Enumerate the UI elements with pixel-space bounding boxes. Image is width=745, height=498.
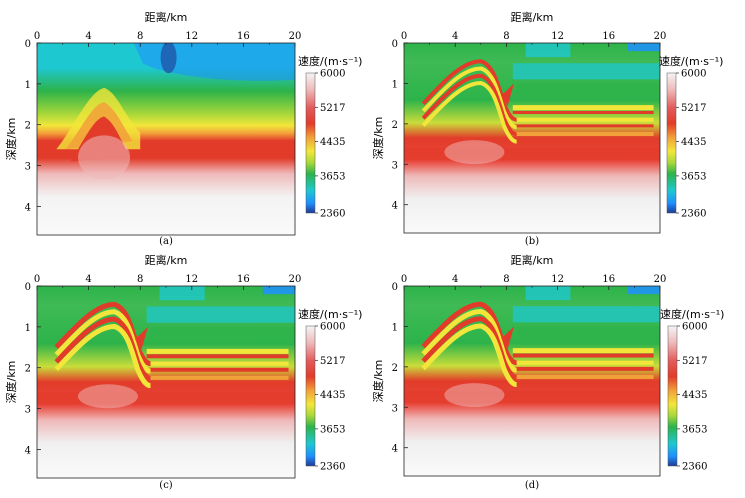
colorbar-tick-label: 2360 bbox=[682, 462, 707, 473]
colorbar-tick-label: 6000 bbox=[320, 69, 345, 80]
colorbar-tick-label: 5217 bbox=[682, 356, 707, 367]
y-tick-label: 1 bbox=[392, 322, 398, 333]
y-tick-label: 3 bbox=[392, 160, 398, 171]
x-tick-label: 8 bbox=[137, 31, 143, 42]
panel-caption: (c) bbox=[159, 480, 173, 491]
y-tick-label: 3 bbox=[25, 162, 31, 173]
x-tick-label: 16 bbox=[237, 274, 250, 285]
x-axis-label: 距离/km bbox=[511, 253, 554, 267]
panel-caption: (d) bbox=[525, 480, 539, 491]
x-axis-label: 距离/km bbox=[511, 10, 554, 24]
x-tick-label: 8 bbox=[137, 274, 143, 285]
x-tick-label: 0 bbox=[34, 31, 40, 42]
y-tick-label: 2 bbox=[25, 121, 31, 132]
y-tick-label: 2 bbox=[25, 364, 31, 375]
y-tick-label: 2 bbox=[392, 120, 398, 131]
colorbar-tick-label: 2360 bbox=[320, 462, 345, 473]
x-tick-label: 4 bbox=[85, 274, 91, 285]
x-tick-label: 20 bbox=[654, 31, 667, 42]
colorbar-tick-label: 2360 bbox=[681, 209, 706, 220]
y-axis-label: 深度/km bbox=[371, 360, 385, 403]
x-tick-label: 20 bbox=[289, 274, 302, 285]
colorbar bbox=[667, 325, 678, 467]
velocity-field bbox=[404, 43, 660, 233]
x-tick-label: 8 bbox=[503, 274, 509, 285]
x-axis-label: 距离/km bbox=[145, 10, 188, 24]
colorbar-title: 速度/(m·s⁻¹) bbox=[298, 307, 362, 321]
velocity-field bbox=[37, 286, 295, 478]
y-tick-label: 4 bbox=[25, 202, 31, 213]
colorbar-tick-label: 4435 bbox=[320, 137, 345, 148]
x-tick-label: 16 bbox=[602, 31, 615, 42]
x-axis-label: 距离/km bbox=[145, 253, 188, 267]
colorbar-tick-label: 5217 bbox=[320, 356, 345, 367]
y-tick-label: 2 bbox=[392, 363, 398, 374]
y-tick-label: 0 bbox=[25, 282, 31, 293]
colorbar bbox=[666, 72, 677, 214]
x-tick-label: 16 bbox=[237, 31, 250, 42]
colorbar-tick-label: 5217 bbox=[320, 103, 345, 114]
y-tick-label: 1 bbox=[25, 80, 31, 91]
y-tick-label: 0 bbox=[25, 39, 31, 50]
x-tick-label: 0 bbox=[401, 274, 407, 285]
y-tick-label: 0 bbox=[392, 39, 398, 50]
y-axis-label: 深度/km bbox=[371, 117, 385, 160]
x-tick-label: 12 bbox=[551, 274, 564, 285]
x-tick-label: 4 bbox=[452, 274, 458, 285]
x-tick-label: 4 bbox=[85, 31, 91, 42]
x-tick-label: 20 bbox=[654, 274, 667, 285]
x-tick-label: 12 bbox=[185, 31, 198, 42]
velocity-field bbox=[404, 286, 660, 476]
x-tick-label: 20 bbox=[289, 31, 302, 42]
y-tick-label: 1 bbox=[25, 323, 31, 334]
colorbar-title: 速度/(m·s⁻¹) bbox=[659, 54, 723, 68]
panel-a: 0 4 8 12 16 20距离/km01234深度/km速度/(m·s⁻¹)600052… bbox=[4, 10, 362, 247]
panel-caption: (a) bbox=[159, 236, 173, 247]
x-tick-label: 4 bbox=[452, 31, 458, 42]
colorbar-tick-label: 4435 bbox=[320, 390, 345, 401]
colorbar-tick-label: 3653 bbox=[682, 424, 707, 435]
colorbar-tick-label: 4435 bbox=[682, 390, 707, 401]
panel-caption: (b) bbox=[525, 236, 539, 247]
y-axis-label: 深度/km bbox=[4, 361, 18, 404]
panel-d: 0 4 8 12 16 20距离/km01234深度/km速度/(m·s⁻¹)600052… bbox=[371, 253, 724, 491]
panel-b: 0 4 8 12 16 20距离/km01234深度/km速度/(m·s⁻¹)600052… bbox=[371, 10, 723, 247]
colorbar-tick-label: 6000 bbox=[320, 322, 345, 333]
y-tick-label: 4 bbox=[25, 445, 31, 456]
velocity-field bbox=[37, 43, 295, 235]
colorbar-tick-label: 3653 bbox=[320, 171, 345, 182]
y-tick-label: 1 bbox=[392, 79, 398, 90]
y-tick-label: 0 bbox=[392, 282, 398, 293]
x-tick-label: 16 bbox=[602, 274, 615, 285]
x-tick-label: 0 bbox=[34, 274, 40, 285]
colorbar-title: 速度/(m·s⁻¹) bbox=[660, 307, 724, 321]
colorbar-tick-label: 5217 bbox=[681, 103, 706, 114]
colorbar-tick-label: 6000 bbox=[682, 322, 707, 333]
colorbar-title: 速度/(m·s⁻¹) bbox=[298, 54, 362, 68]
x-tick-label: 12 bbox=[551, 31, 564, 42]
panel-c: 0 4 8 12 16 20距离/km01234深度/km速度/(m·s⁻¹)600052… bbox=[4, 253, 362, 491]
colorbar bbox=[305, 72, 316, 214]
y-tick-label: 4 bbox=[392, 444, 398, 455]
x-tick-label: 0 bbox=[401, 31, 407, 42]
y-tick-label: 3 bbox=[25, 405, 31, 416]
colorbar-tick-label: 2360 bbox=[320, 209, 345, 220]
y-tick-label: 4 bbox=[392, 201, 398, 212]
colorbar-tick-label: 3653 bbox=[681, 171, 706, 182]
y-axis-label: 深度/km bbox=[4, 118, 18, 161]
y-tick-label: 3 bbox=[392, 403, 398, 414]
x-tick-label: 8 bbox=[503, 31, 509, 42]
colorbar-tick-label: 3653 bbox=[320, 424, 345, 435]
x-tick-label: 12 bbox=[185, 274, 198, 285]
colorbar-tick-label: 6000 bbox=[681, 69, 706, 80]
colorbar-tick-label: 4435 bbox=[681, 137, 706, 148]
colorbar bbox=[305, 325, 316, 467]
